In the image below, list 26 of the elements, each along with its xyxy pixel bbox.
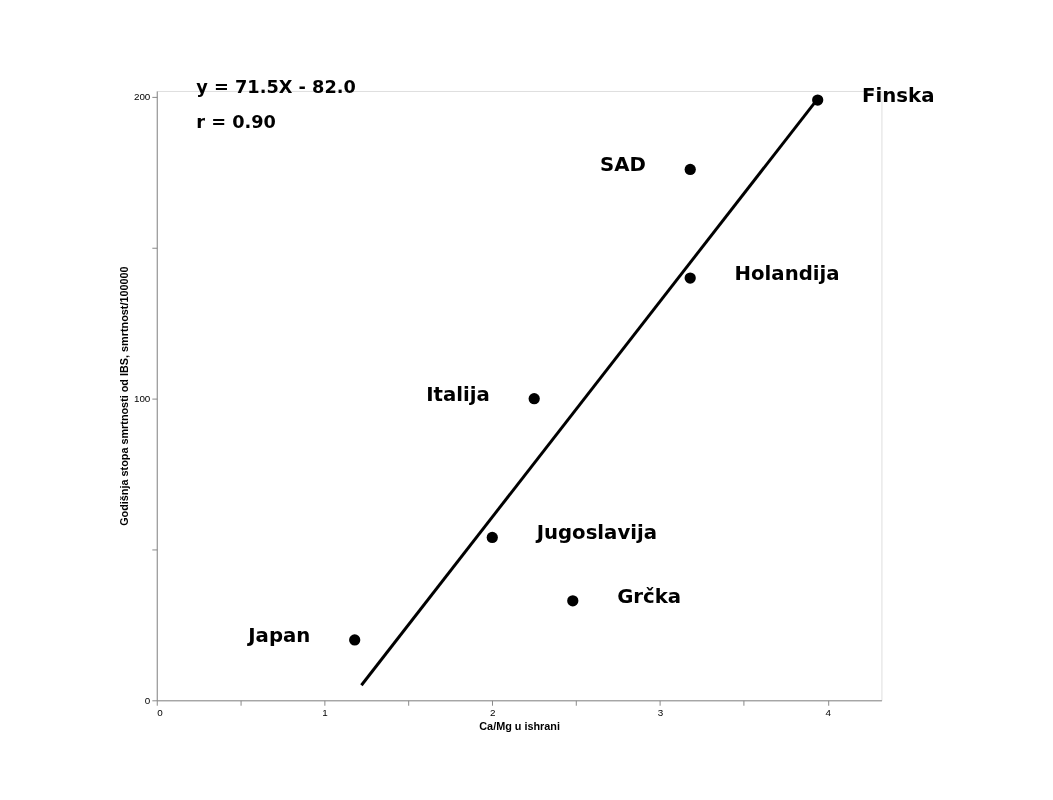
point (349, 634, 361, 646)
y-tick-label: 200 (133, 91, 151, 103)
point (567, 595, 579, 607)
x-tick-label: 1 (322, 706, 328, 718)
annotation: SAD (600, 153, 646, 177)
y-axis-title: Godišnja stopa smrtnosti od IBS, smrtnost/100000 (117, 266, 130, 526)
point (684, 272, 696, 284)
annotation: Grčka (617, 584, 682, 608)
y-tick-label: 100 (133, 393, 151, 405)
x-tick-label: 2 (490, 706, 496, 718)
y-tick-label: 0 (144, 694, 151, 706)
point (812, 94, 824, 106)
x-tick-label: 0 (157, 706, 164, 718)
x-tick-label: 3 (657, 706, 664, 718)
point (486, 531, 498, 544)
point (684, 163, 696, 176)
annotation: y = 71.5X - 82.0 (196, 76, 356, 97)
annotation: Finska (862, 84, 935, 108)
point (528, 393, 540, 405)
annotation: Holandija (734, 261, 840, 285)
annotation: Jugoslavija (534, 521, 658, 545)
x-tick-label: 4 (825, 706, 832, 718)
annotation: Italija (426, 382, 490, 406)
annotation: Japan (246, 623, 311, 647)
x-axis-title: Ca/Mg u ishrani (479, 720, 560, 733)
annotation: r = 0.90 (196, 112, 276, 133)
